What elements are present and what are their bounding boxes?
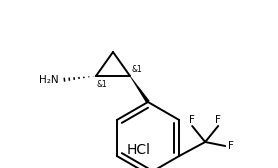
- Text: &1: &1: [132, 65, 143, 74]
- Text: HCl: HCl: [127, 143, 151, 157]
- Polygon shape: [130, 76, 150, 103]
- Text: &1: &1: [97, 80, 108, 89]
- Text: F: F: [215, 115, 221, 125]
- Text: F: F: [189, 115, 195, 125]
- Text: F: F: [228, 141, 234, 151]
- Text: H₂N: H₂N: [39, 75, 59, 85]
